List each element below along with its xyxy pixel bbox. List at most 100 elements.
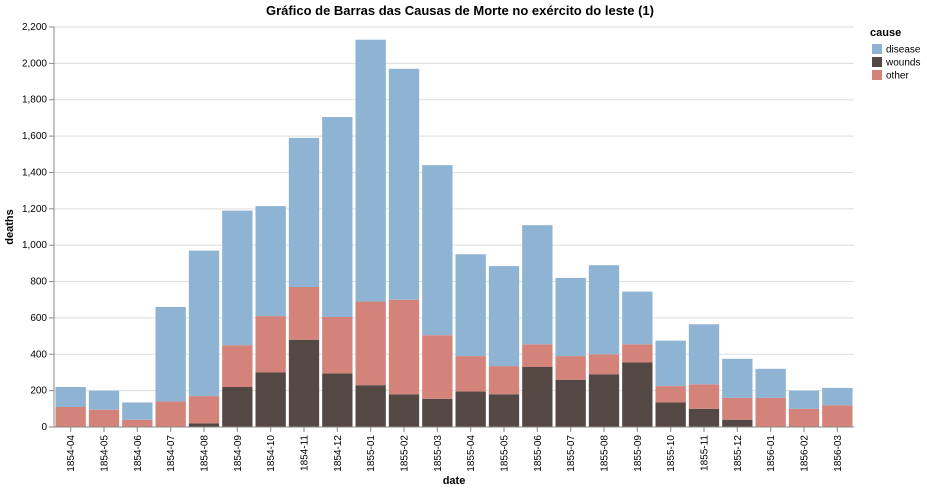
bar-wounds-1855-03 (422, 398, 453, 427)
x-tick-label: 1854-11 (300, 435, 311, 471)
bar-wounds-1855-05 (488, 394, 520, 427)
bar-disease-1854-04 (55, 387, 86, 407)
bar-wounds-1855-12 (722, 419, 753, 427)
x-tick-label: 1855-09 (633, 435, 644, 472)
bar-wounds-1855-02 (388, 394, 420, 427)
bar-wounds-1854-12 (322, 373, 353, 427)
bar-other-1855-08 (588, 354, 620, 375)
bar-wounds-1855-01 (355, 385, 386, 427)
bar-other-1856-02 (788, 408, 820, 427)
bar-wounds-1854-10 (255, 372, 286, 427)
bar-wounds-1855-10 (655, 402, 686, 427)
y-tick-label: 1,800 (22, 95, 47, 106)
bar-other-1854-05 (88, 409, 120, 427)
x-tick-label: 1854-08 (200, 435, 211, 472)
bars-group (55, 39, 853, 427)
grid-lines (54, 26, 854, 428)
x-tick-label: 1855-07 (566, 435, 577, 472)
x-tick-label: 1854-07 (166, 435, 177, 472)
x-tick-label: 1855-06 (533, 435, 544, 472)
bar-disease-1855-09 (622, 291, 653, 345)
x-tick-label: 1856-01 (766, 435, 777, 472)
bar-other-1855-01 (355, 301, 386, 386)
bar-disease-1854-05 (88, 390, 120, 410)
bar-wounds-1854-11 (288, 339, 320, 427)
bar-wounds-1855-09 (622, 362, 653, 427)
bar-disease-1856-03 (822, 387, 853, 406)
x-tick-label: 1855-12 (733, 435, 744, 472)
x-tick-label: 1855-01 (366, 435, 377, 472)
bar-other-1855-03 (422, 335, 453, 399)
bar-disease-1854-12 (322, 117, 353, 317)
bar-disease-1854-09 (222, 210, 253, 346)
x-tick-label: 1856-03 (833, 435, 844, 472)
bar-disease-1855-10 (655, 340, 686, 387)
x-tick-label: 1855-03 (433, 435, 444, 472)
bar-other-1854-10 (255, 316, 286, 373)
bar-wounds-1855-11 (688, 408, 720, 427)
bar-disease-1855-11 (688, 324, 720, 385)
y-tick-label: 1,600 (22, 131, 47, 142)
x-tick-label: 1854-05 (100, 435, 111, 472)
bar-disease-1855-12 (722, 358, 753, 398)
bar-other-1854-09 (222, 345, 253, 387)
bar-other-1856-03 (822, 405, 853, 427)
legend-label-other: other (886, 71, 909, 82)
bar-other-1855-07 (555, 356, 586, 380)
bar-disease-1854-10 (255, 206, 286, 317)
bar-disease-1855-01 (355, 39, 386, 302)
y-tick-label: 1,200 (22, 204, 47, 215)
bar-other-1854-11 (288, 287, 320, 340)
legend: cause disease wounds other (870, 27, 921, 82)
bar-other-1855-05 (488, 366, 520, 395)
bar-other-1854-04 (55, 407, 86, 427)
x-tick-label: 1854-09 (233, 435, 244, 472)
legend-swatch-wounds (872, 57, 882, 67)
x-tick-label: 1854-06 (133, 435, 144, 472)
x-tick-label: 1855-08 (600, 435, 611, 472)
bar-disease-1855-04 (455, 254, 486, 357)
bar-wounds-1855-06 (522, 367, 553, 427)
x-tick-label: 1854-12 (333, 435, 344, 472)
bar-disease-1856-01 (755, 368, 786, 398)
y-tick-label: 400 (30, 349, 47, 360)
x-axis: 1854-04 1854-05 1854-06 1854-07 1854-08 1854-… (54, 426, 854, 472)
legend-title: cause (870, 27, 901, 39)
bar-disease-1854-07 (155, 307, 186, 402)
x-tick-label: 1855-04 (466, 435, 477, 472)
bar-other-1854-06 (122, 419, 153, 427)
x-tick-label: 1855-02 (400, 435, 411, 472)
y-axis-title: deaths (4, 209, 16, 244)
x-tick-label: 1856-02 (800, 435, 811, 472)
legend-label-disease: disease (886, 45, 921, 56)
bar-wounds-1854-09 (222, 387, 253, 427)
bar-disease-1856-02 (788, 390, 820, 409)
bar-other-1856-01 (755, 397, 786, 427)
y-tick-label: 2,000 (22, 58, 47, 69)
y-axis: 0 200 400 600 800 1,000 1,200 1,400 1,600 1,800 2,… (22, 22, 55, 433)
y-tick-label: 1,400 (22, 167, 47, 178)
bar-other-1855-11 (688, 384, 720, 409)
x-axis-title: date (443, 475, 466, 487)
legend-swatch-disease (872, 44, 882, 54)
bar-other-1855-12 (722, 397, 753, 420)
bar-other-1855-10 (655, 386, 686, 403)
legend-label-wounds: wounds (885, 58, 920, 69)
x-tick-label: 1854-10 (266, 435, 277, 472)
bar-other-1855-09 (622, 344, 653, 363)
y-tick-label: 2,200 (22, 22, 47, 33)
bar-disease-1855-05 (488, 266, 520, 367)
bar-wounds-1854-08 (188, 423, 220, 427)
y-tick-label: 0 (41, 422, 47, 433)
bar-other-1854-12 (322, 317, 353, 374)
bar-wounds-1855-08 (588, 374, 620, 427)
bar-other-1854-07 (155, 401, 186, 427)
bar-disease-1855-06 (522, 225, 553, 345)
x-tick-label: 1855-11 (700, 435, 711, 471)
bar-other-1854-08 (188, 396, 220, 424)
bar-disease-1854-11 (288, 137, 320, 287)
y-tick-label: 1,000 (22, 240, 47, 251)
bar-disease-1855-08 (588, 265, 620, 355)
legend-swatch-other (872, 70, 882, 80)
y-tick-label: 600 (30, 313, 47, 324)
